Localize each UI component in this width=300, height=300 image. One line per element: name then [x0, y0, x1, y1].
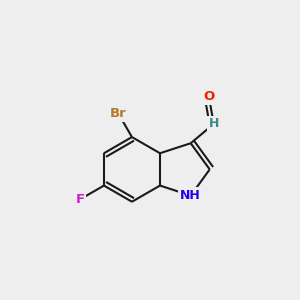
Text: F: F: [75, 193, 85, 206]
Text: H: H: [208, 117, 219, 130]
Text: Br: Br: [110, 106, 127, 120]
Text: NH: NH: [180, 189, 201, 202]
Text: O: O: [203, 90, 214, 103]
